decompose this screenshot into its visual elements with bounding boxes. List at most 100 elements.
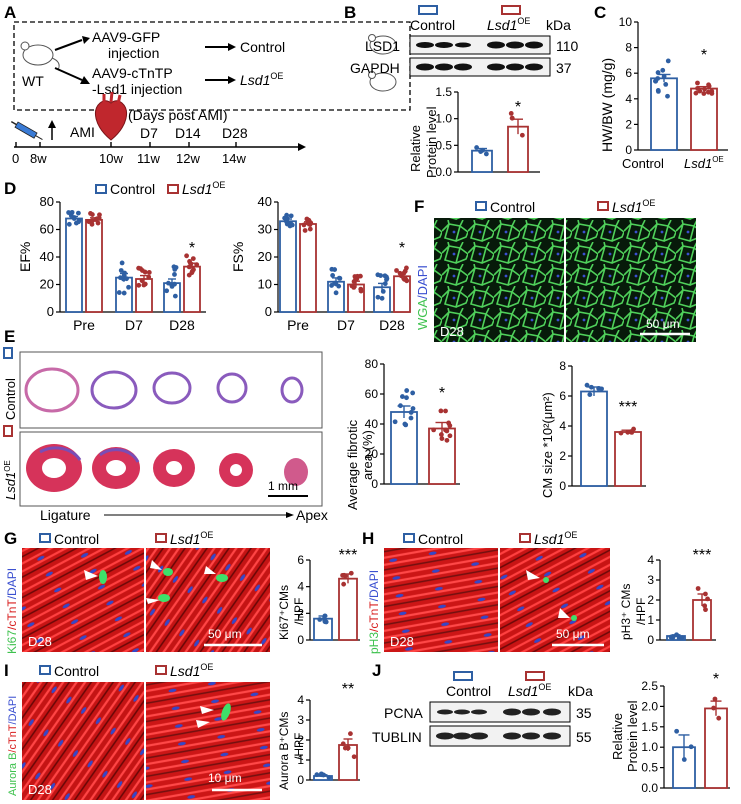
panel-i: I Control Lsd1OE Aurora B/cTnT/DAPI D28 … (4, 661, 360, 800)
data-point (668, 634, 674, 640)
data-point (307, 226, 313, 232)
data-point (697, 88, 703, 94)
panel-f: F Control Lsd1OE WGA/DAPI D28 50 μm CM s… (414, 197, 696, 498)
data-point (96, 215, 102, 221)
data-point (124, 276, 129, 282)
days-post-label: (Days post AMI) (128, 107, 228, 123)
image-control (384, 548, 498, 652)
data-point (508, 111, 514, 116)
apex-label: Apex (296, 507, 328, 523)
data-point (384, 277, 389, 282)
data-point (681, 757, 687, 762)
data-point (711, 705, 716, 711)
y-tick-label: 60 (40, 222, 54, 237)
panel-e: E Control Lsd1OE 1 mm Ligature Apex Aver… (3, 327, 460, 523)
d14-label: D14 (175, 125, 201, 141)
y-tick-label: 1 (297, 753, 304, 767)
control-label: Control (240, 39, 285, 55)
panel-letter: C (594, 3, 606, 22)
y-tick-label: 1.0 (435, 112, 452, 126)
y-tick-label: 6 (297, 553, 304, 567)
data-point (119, 260, 125, 266)
image-lsd1 (146, 682, 270, 800)
timeline-ticks: 0 8w 10w 11w 12w 14w (12, 151, 246, 166)
chart-ef: 0 20 40 60 80 Pre D7 D28 * (40, 194, 206, 333)
data-point (439, 436, 445, 441)
row-label-control: Control (3, 378, 18, 420)
data-point (392, 419, 398, 425)
bar (614, 431, 642, 487)
svg-text:12w: 12w (176, 151, 200, 166)
data-point (625, 429, 631, 435)
y-tick-label: 0 (47, 304, 54, 319)
panel-letter: B (344, 3, 356, 22)
data-point (66, 221, 72, 227)
data-point (402, 268, 408, 274)
data-point (187, 258, 192, 264)
y-tick-label: 0 (625, 143, 632, 157)
data-point (302, 228, 308, 233)
data-point (317, 617, 323, 622)
lsd1-label: Lsd1OE (487, 16, 530, 33)
data-point (341, 581, 347, 587)
data-point (194, 262, 200, 268)
band-label: GAPDH (350, 60, 400, 76)
data-point (146, 274, 152, 280)
y-axis-label: Ki67⁺CMs (277, 585, 291, 640)
svg-text:8w: 8w (30, 151, 47, 166)
data-point (342, 573, 348, 579)
data-point (660, 67, 666, 73)
data-point (89, 218, 95, 224)
control-label: Control (54, 531, 99, 547)
data-point (141, 282, 147, 288)
chart-fibrosis: 0 20 40 60 80 * (365, 357, 460, 491)
bar (85, 218, 103, 313)
y-axis-label: /HPF (292, 733, 306, 760)
data-point (404, 388, 410, 393)
x-tick-label: Pre (73, 317, 95, 333)
x-tick-label: D28 (169, 317, 195, 333)
panel-letter: E (4, 327, 15, 346)
y-axis-label: Relative (610, 713, 625, 760)
chart-b: 0.0 0.5 1.0 1.5 * (435, 85, 540, 179)
data-point (410, 406, 416, 411)
y-axis-label: /HPF (634, 598, 648, 625)
d28-label: D28 (222, 125, 248, 141)
data-point (69, 209, 75, 215)
kda-value: 110 (556, 38, 579, 54)
syringe-icon (10, 120, 43, 141)
data-point (136, 282, 142, 288)
panel-j: J Control Lsd1OE kDa PCNA TUBLIN 35 55 R… (372, 661, 730, 795)
lsd1-label: Lsd1OE (508, 682, 551, 699)
x-tick-label: D7 (125, 317, 143, 333)
data-point (702, 603, 708, 609)
kda-label: kDa (568, 683, 593, 699)
lsd1-label: Lsd1OE (170, 530, 213, 547)
scale-label: 1 mm (268, 479, 298, 493)
control-label: Control (418, 531, 463, 547)
arrowhead-icon (196, 706, 214, 728)
data-point (674, 632, 679, 638)
y-tick-label: 8 (625, 41, 632, 55)
data-point (618, 430, 624, 436)
data-point (382, 281, 388, 287)
y-tick-label: 0 (297, 633, 304, 647)
data-point (351, 279, 357, 284)
data-point (655, 70, 661, 75)
kda-value: 37 (556, 60, 572, 76)
data-point (351, 285, 357, 290)
data-point (693, 90, 699, 96)
y-tick-label: 2 (297, 733, 304, 747)
y-tick-label: 0.5 (435, 138, 452, 152)
data-point (394, 268, 399, 273)
data-point (172, 293, 178, 299)
y-tick-label: 0.5 (641, 761, 658, 775)
legend-control: Control (110, 181, 155, 197)
data-point (330, 273, 336, 278)
y-tick-label: 6 (559, 389, 566, 403)
data-point (443, 427, 448, 433)
chart-g: 0 2 4 6 *** (297, 547, 360, 647)
data-point (688, 744, 694, 750)
bar (690, 87, 718, 151)
